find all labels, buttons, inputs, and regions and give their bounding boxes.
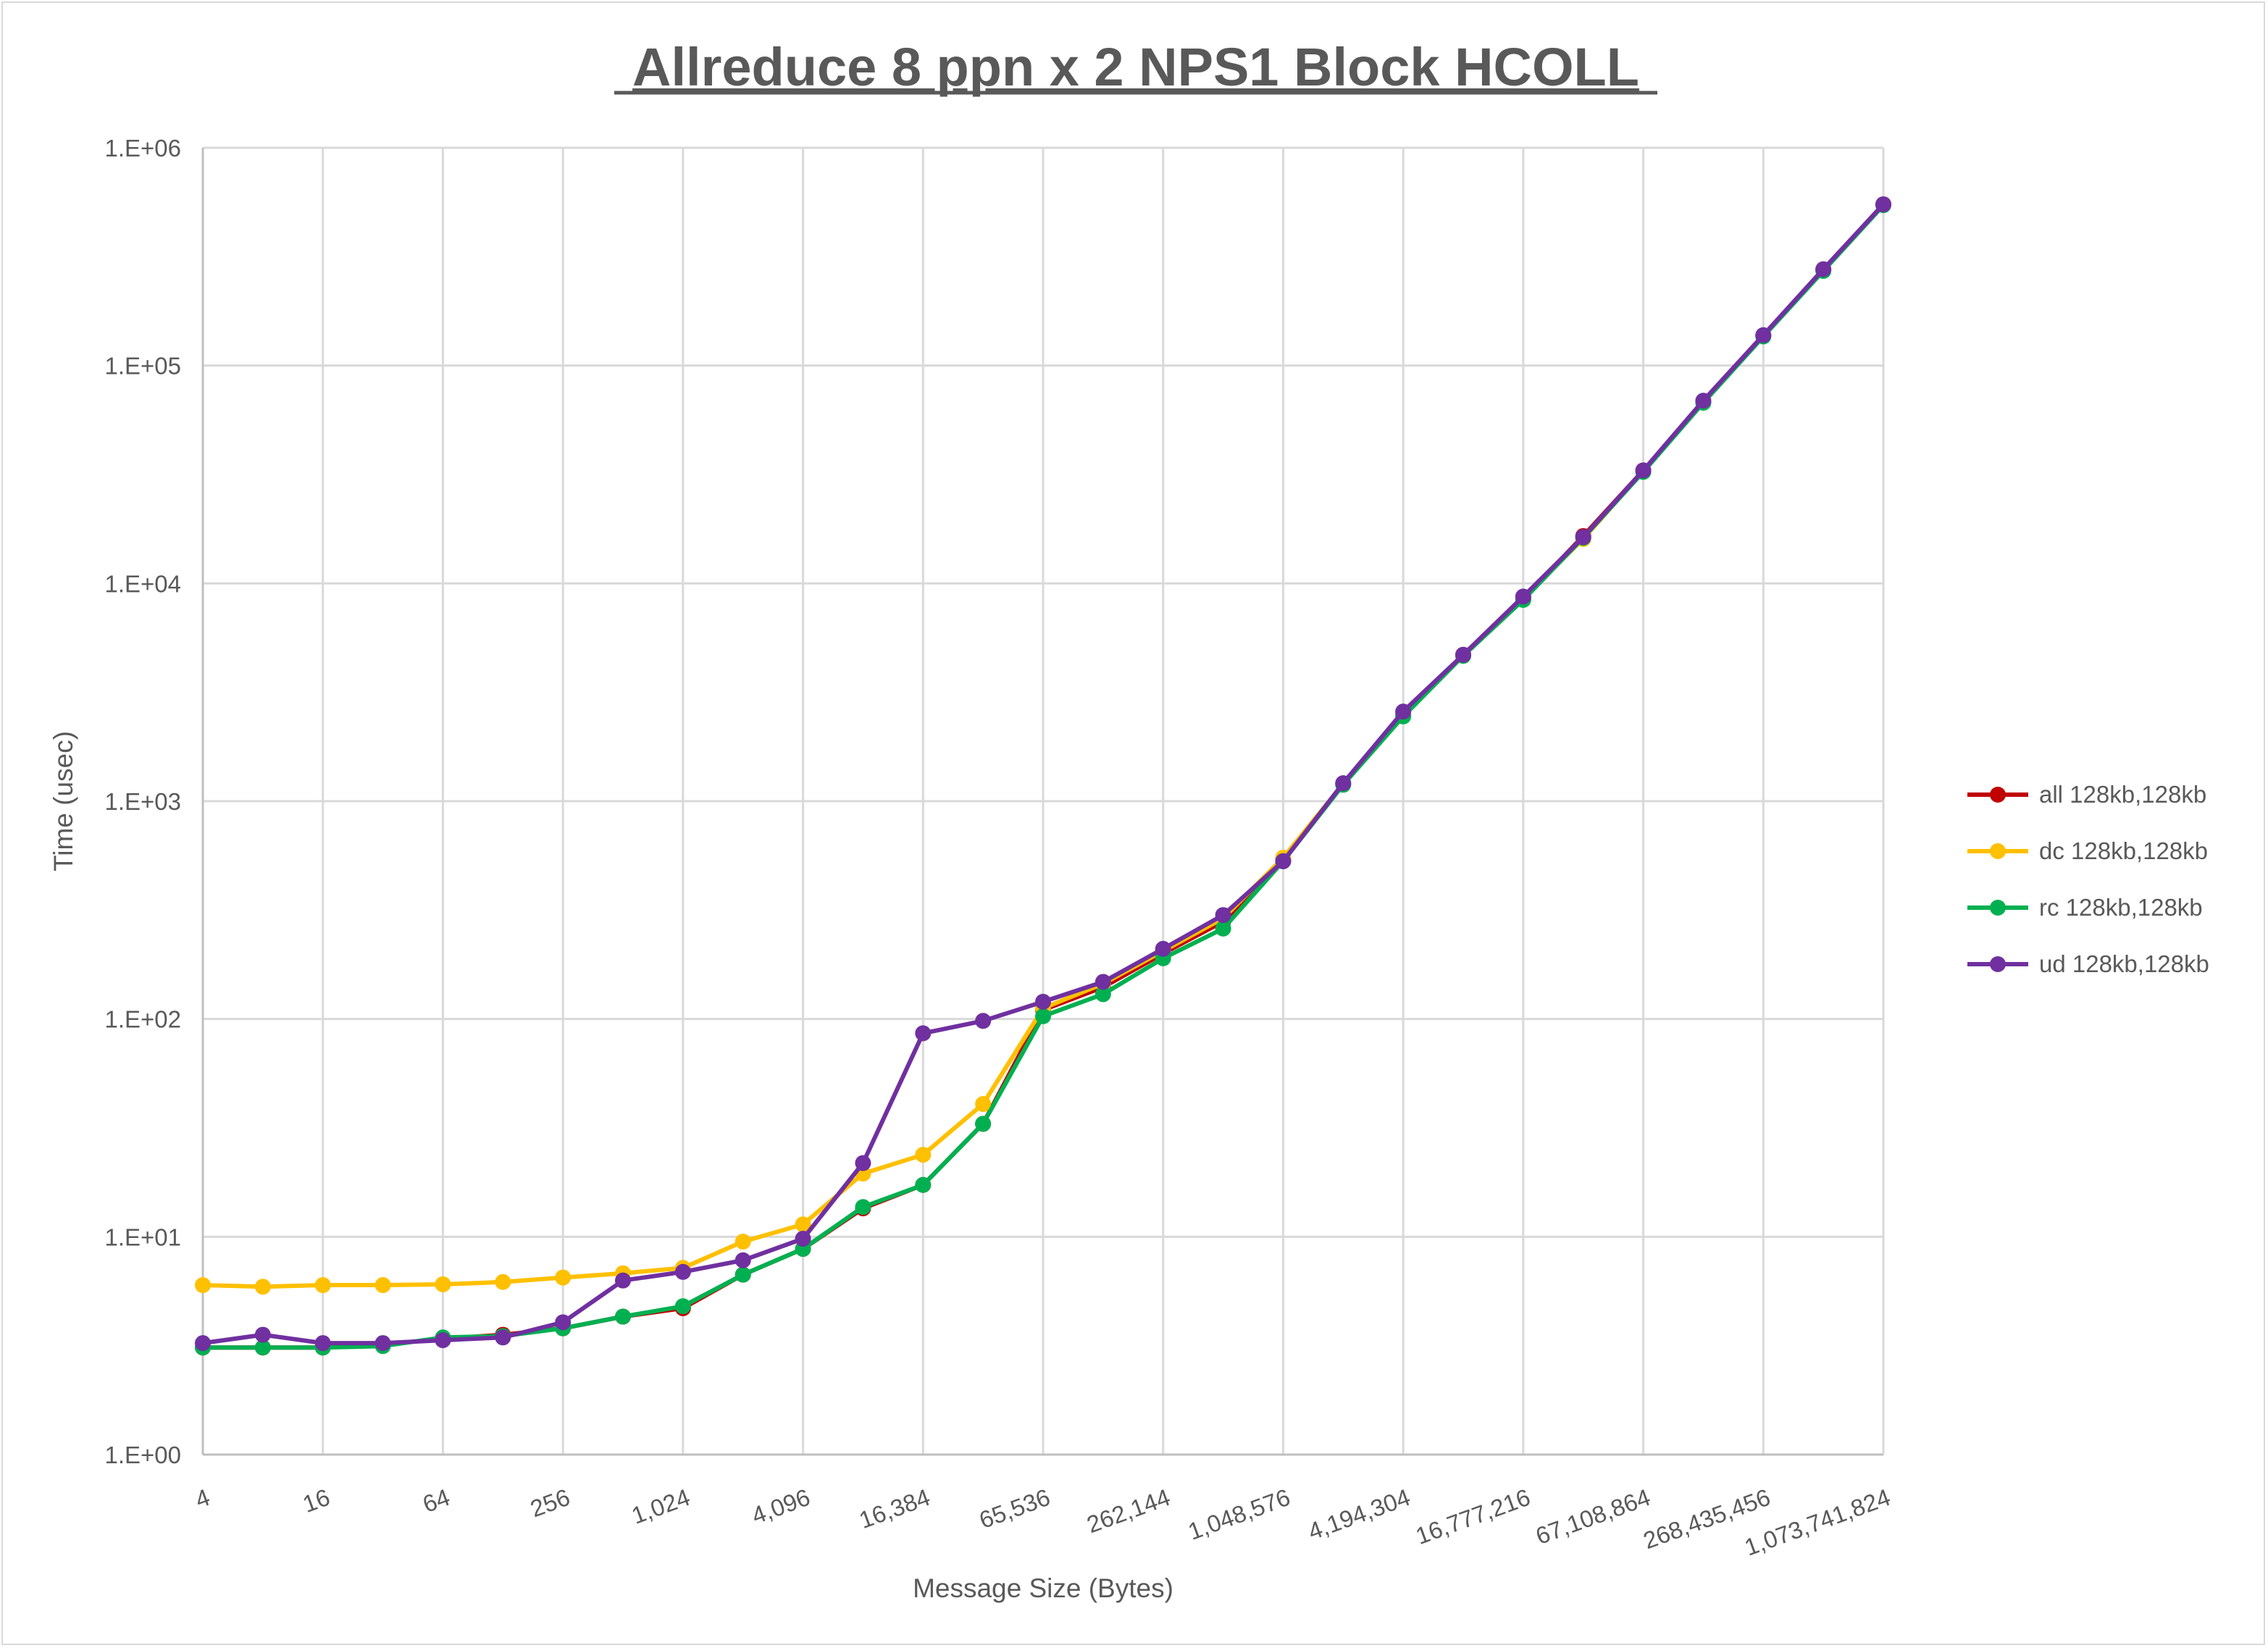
- y-tick-label: 1.E+06: [104, 135, 181, 162]
- data-point: [1035, 993, 1051, 1010]
- data-point: [1515, 588, 1531, 605]
- legend-label: rc 128kb,128kb: [2039, 894, 2203, 921]
- data-point: [314, 1277, 331, 1294]
- x-tick-label: 16,384: [855, 1484, 934, 1534]
- series-ud: [195, 196, 1891, 1352]
- data-point: [1095, 974, 1111, 990]
- x-tick-label: 65,536: [976, 1484, 1054, 1534]
- legend-label: ud 128kb,128kb: [2039, 950, 2209, 977]
- data-point: [555, 1314, 572, 1331]
- x-tick-label: 67,108,864: [1532, 1484, 1654, 1549]
- data-point: [254, 1339, 271, 1356]
- x-tick-label: 16: [299, 1484, 333, 1518]
- gridlines: [201, 146, 1885, 1456]
- legend-marker: [1990, 900, 2006, 916]
- x-tick-label: 16,777,216: [1412, 1484, 1533, 1549]
- data-point: [975, 1116, 992, 1132]
- y-tick-label: 1.E+02: [104, 1006, 181, 1033]
- data-point: [314, 1335, 331, 1352]
- data-point: [435, 1276, 451, 1292]
- data-point: [674, 1263, 691, 1280]
- data-point: [735, 1234, 751, 1250]
- y-tick-label: 1.E+04: [104, 570, 181, 597]
- data-point: [1335, 775, 1352, 792]
- data-point: [1215, 907, 1231, 924]
- data-point: [1875, 196, 1891, 213]
- x-tick-label: 4,194,304: [1305, 1484, 1414, 1545]
- data-point: [855, 1155, 871, 1171]
- data-point: [1095, 986, 1111, 1003]
- data-point: [1035, 1008, 1051, 1024]
- x-tick-label: 1,024: [628, 1484, 693, 1529]
- data-point: [735, 1266, 751, 1283]
- chart-title: Allreduce 8 ppn x 2 NPS1 Block HCOLL: [632, 37, 1639, 97]
- data-point: [1155, 940, 1171, 957]
- data-point: [1815, 261, 1832, 277]
- x-axis-label: Message Size (Bytes): [913, 1573, 1173, 1603]
- data-point: [915, 1025, 932, 1042]
- legend-label: all 128kb,128kb: [2039, 781, 2206, 808]
- data-point: [1455, 646, 1471, 663]
- legend-marker: [1990, 787, 2006, 803]
- legend-marker: [1990, 843, 2006, 859]
- data-point: [855, 1199, 871, 1216]
- data-point: [254, 1326, 271, 1343]
- data-point: [795, 1230, 811, 1247]
- x-tick-label: 256: [527, 1484, 573, 1523]
- data-point: [674, 1298, 691, 1315]
- data-point: [374, 1277, 391, 1294]
- data-point: [495, 1329, 511, 1346]
- data-point: [435, 1332, 451, 1349]
- data-point: [915, 1147, 932, 1163]
- data-point: [1635, 462, 1652, 479]
- data-point: [254, 1279, 271, 1295]
- x-tick-label: 1,048,576: [1184, 1484, 1294, 1545]
- y-tick-label: 1.E+01: [104, 1224, 181, 1250]
- x-tick-label: 64: [419, 1484, 453, 1518]
- data-point: [1275, 853, 1292, 869]
- y-axis-label: Time (usec): [49, 731, 78, 871]
- data-point: [555, 1269, 572, 1286]
- data-point: [975, 1096, 992, 1113]
- data-point: [495, 1273, 511, 1290]
- x-tick-label: 4,096: [748, 1484, 813, 1529]
- data-point: [195, 1335, 211, 1352]
- y-tick-label: 1.E+03: [104, 788, 181, 815]
- x-tick-label: 262,144: [1083, 1484, 1173, 1539]
- data-point: [1755, 327, 1772, 343]
- legend: all 128kb,128kb dc 128kb,128kb rc 128kb,12…: [1967, 781, 2209, 977]
- data-point: [1395, 703, 1412, 720]
- y-tick-label: 1.E+00: [104, 1442, 181, 1468]
- data-point: [374, 1335, 391, 1352]
- data-point: [795, 1216, 811, 1233]
- data-point: [615, 1272, 631, 1289]
- data-point: [735, 1252, 751, 1268]
- y-tick-label: 1.E+05: [104, 353, 181, 380]
- x-tick-label: 4: [191, 1484, 213, 1513]
- data-point: [615, 1308, 631, 1325]
- series-lines: [195, 196, 1891, 1356]
- data-point: [1215, 920, 1231, 937]
- legend-marker: [1990, 956, 2006, 972]
- data-point: [975, 1013, 992, 1029]
- data-point: [195, 1277, 211, 1294]
- legend-label: dc 128kb,128kb: [2039, 837, 2208, 864]
- data-point: [915, 1176, 932, 1193]
- data-point: [1575, 529, 1591, 545]
- data-point: [1695, 393, 1712, 409]
